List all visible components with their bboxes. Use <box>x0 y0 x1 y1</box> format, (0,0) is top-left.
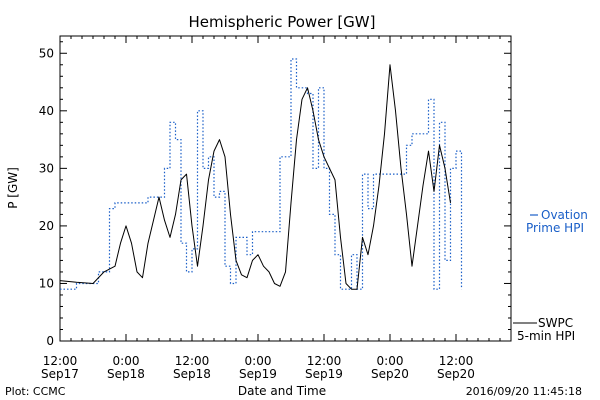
y-tick-label: 0 <box>46 334 54 348</box>
series-layer <box>59 58 463 290</box>
x-tick-time: 12:00 <box>43 354 78 368</box>
x-tick-time: 12:00 <box>439 354 474 368</box>
plot-frame <box>59 35 512 342</box>
y-axis-label: P [GW] <box>6 167 20 209</box>
legend-label-ovation-1: Ovation <box>541 208 588 222</box>
x-tick-time: 0:00 <box>377 354 404 368</box>
plot-area <box>59 35 512 342</box>
x-tick-time: 12:00 <box>307 354 342 368</box>
x-tick-date: Sep18 <box>107 367 145 381</box>
x-tick-date: Sep17 <box>41 367 79 381</box>
x-axis: 12:00Sep170:00Sep1812:00Sep180:00Sep1912… <box>41 36 512 381</box>
series-line-swpc <box>59 64 451 290</box>
x-tick-date: Sep20 <box>437 367 475 381</box>
legend-label-swpc-1: SWPC <box>538 316 573 330</box>
y-tick-label: 20 <box>39 219 54 233</box>
y-tick-label: 10 <box>39 276 54 290</box>
footer-timestamp: 2016/09/20 11:45:18 <box>466 385 582 398</box>
x-tick-time: 0:00 <box>113 354 140 368</box>
x-tick-date: Sep20 <box>371 367 409 381</box>
y-tick-label: 40 <box>39 104 54 118</box>
x-axis-label: Date and Time <box>238 384 326 398</box>
legend-label-swpc-2: 5-min HPI <box>517 329 575 343</box>
y-tick-label: 50 <box>39 46 54 60</box>
chart-title: Hemispheric Power [GW] <box>189 13 376 31</box>
x-tick-date: Sep19 <box>239 367 277 381</box>
x-tick-date: Sep18 <box>173 367 211 381</box>
footer-credit: Plot: CCMC <box>5 385 66 398</box>
legend-label-ovation-2: Prime HPI <box>526 221 584 235</box>
series-line-ovation-prime <box>60 58 463 290</box>
y-axis: 0 10 20 30 40 50 <box>39 41 511 348</box>
x-tick-time: 0:00 <box>245 354 272 368</box>
y-tick-label: 30 <box>39 161 54 175</box>
x-tick-date: Sep19 <box>305 367 343 381</box>
x-tick-time: 12:00 <box>175 354 210 368</box>
